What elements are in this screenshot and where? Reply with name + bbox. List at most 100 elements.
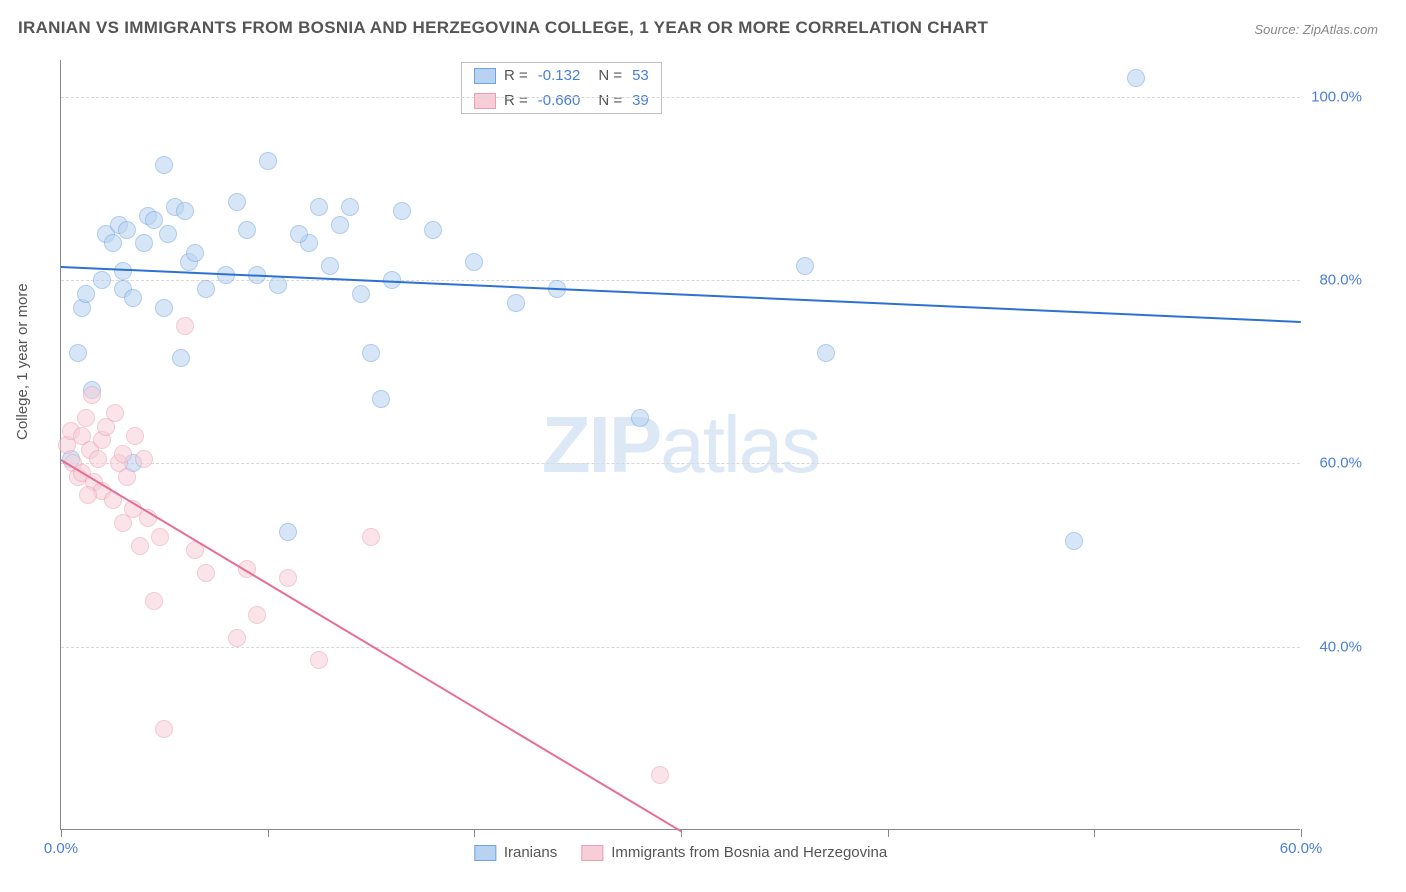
data-point	[155, 299, 173, 317]
data-point	[114, 445, 132, 463]
legend-swatch	[474, 845, 496, 861]
data-point	[796, 257, 814, 275]
data-point	[279, 523, 297, 541]
legend-swatch	[474, 93, 496, 109]
data-point	[131, 537, 149, 555]
n-label: N =	[598, 67, 622, 84]
data-point	[393, 202, 411, 220]
data-point	[126, 427, 144, 445]
data-point	[145, 211, 163, 229]
data-point	[124, 289, 142, 307]
data-point	[331, 216, 349, 234]
data-point	[362, 344, 380, 362]
legend-item: Immigrants from Bosnia and Herzegovina	[581, 844, 887, 861]
data-point	[310, 651, 328, 669]
y-tick-label: 60.0%	[1319, 455, 1362, 472]
scatter-plot-area: ZIPatlas R =-0.132N =53R =-0.660N =39 Ir…	[60, 60, 1300, 830]
data-point	[228, 193, 246, 211]
legend-swatch	[474, 68, 496, 84]
data-point	[69, 344, 87, 362]
data-point	[155, 156, 173, 174]
data-point	[89, 450, 107, 468]
x-tick-label: 0.0%	[44, 840, 78, 857]
data-point	[145, 592, 163, 610]
gridline	[61, 97, 1300, 98]
legend-label: Immigrants from Bosnia and Herzegovina	[611, 844, 887, 861]
data-point	[269, 276, 287, 294]
data-point	[106, 404, 124, 422]
data-point	[151, 528, 169, 546]
r-value: -0.660	[538, 92, 581, 109]
data-point	[197, 280, 215, 298]
x-tick	[474, 829, 475, 837]
data-point	[259, 152, 277, 170]
data-point	[352, 285, 370, 303]
data-point	[631, 409, 649, 427]
data-point	[176, 202, 194, 220]
data-point	[507, 294, 525, 312]
legend-label: Iranians	[504, 844, 557, 861]
r-label: R =	[504, 67, 528, 84]
stats-legend-row: R = -0.132 N = 53	[462, 63, 661, 88]
stats-legend-row: R = -0.660 N = 39	[462, 88, 661, 113]
gridline	[61, 463, 1300, 464]
data-point	[424, 221, 442, 239]
data-point	[83, 386, 101, 404]
data-point	[159, 225, 177, 243]
y-tick-label: 100.0%	[1311, 88, 1362, 105]
data-point	[1065, 532, 1083, 550]
watermark: ZIPatlas	[542, 399, 819, 491]
x-tick	[268, 829, 269, 837]
data-point	[77, 409, 95, 427]
data-point	[248, 606, 266, 624]
n-value: 39	[632, 92, 649, 109]
data-point	[238, 221, 256, 239]
data-point	[290, 225, 308, 243]
series-legend: Iranians Immigrants from Bosnia and Herze…	[474, 844, 887, 861]
watermark-light: atlas	[660, 400, 819, 489]
data-point	[155, 720, 173, 738]
source-attribution: Source: ZipAtlas.com	[1254, 22, 1378, 37]
trend-line	[61, 266, 1301, 323]
data-point	[279, 569, 297, 587]
x-tick	[1301, 829, 1302, 837]
data-point	[651, 766, 669, 784]
x-tick-label: 60.0%	[1280, 840, 1323, 857]
data-point	[104, 234, 122, 252]
chart-title: IRANIAN VS IMMIGRANTS FROM BOSNIA AND HE…	[18, 18, 988, 38]
data-point	[93, 271, 111, 289]
data-point	[465, 253, 483, 271]
data-point	[197, 564, 215, 582]
x-tick	[1094, 829, 1095, 837]
data-point	[176, 317, 194, 335]
n-value: 53	[632, 67, 649, 84]
gridline	[61, 647, 1300, 648]
data-point	[118, 221, 136, 239]
stats-legend: R = -0.132 N = 53 R = -0.660 N = 39	[461, 62, 662, 114]
x-tick	[888, 829, 889, 837]
y-axis-label: College, 1 year or more	[14, 283, 31, 440]
legend-item: Iranians	[474, 844, 557, 861]
legend-swatch	[581, 845, 603, 861]
data-point	[118, 468, 136, 486]
data-point	[362, 528, 380, 546]
y-tick-label: 80.0%	[1319, 272, 1362, 289]
data-point	[172, 349, 190, 367]
r-value: -0.132	[538, 67, 581, 84]
gridline	[61, 280, 1300, 281]
data-point	[135, 234, 153, 252]
data-point	[310, 198, 328, 216]
n-label: N =	[598, 92, 622, 109]
trend-line	[60, 459, 681, 832]
data-point	[321, 257, 339, 275]
data-point	[341, 198, 359, 216]
data-point	[228, 629, 246, 647]
data-point	[135, 450, 153, 468]
data-point	[372, 390, 390, 408]
y-tick-label: 40.0%	[1319, 638, 1362, 655]
r-label: R =	[504, 92, 528, 109]
data-point	[186, 244, 204, 262]
x-tick	[61, 829, 62, 837]
data-point	[817, 344, 835, 362]
data-point	[77, 285, 95, 303]
